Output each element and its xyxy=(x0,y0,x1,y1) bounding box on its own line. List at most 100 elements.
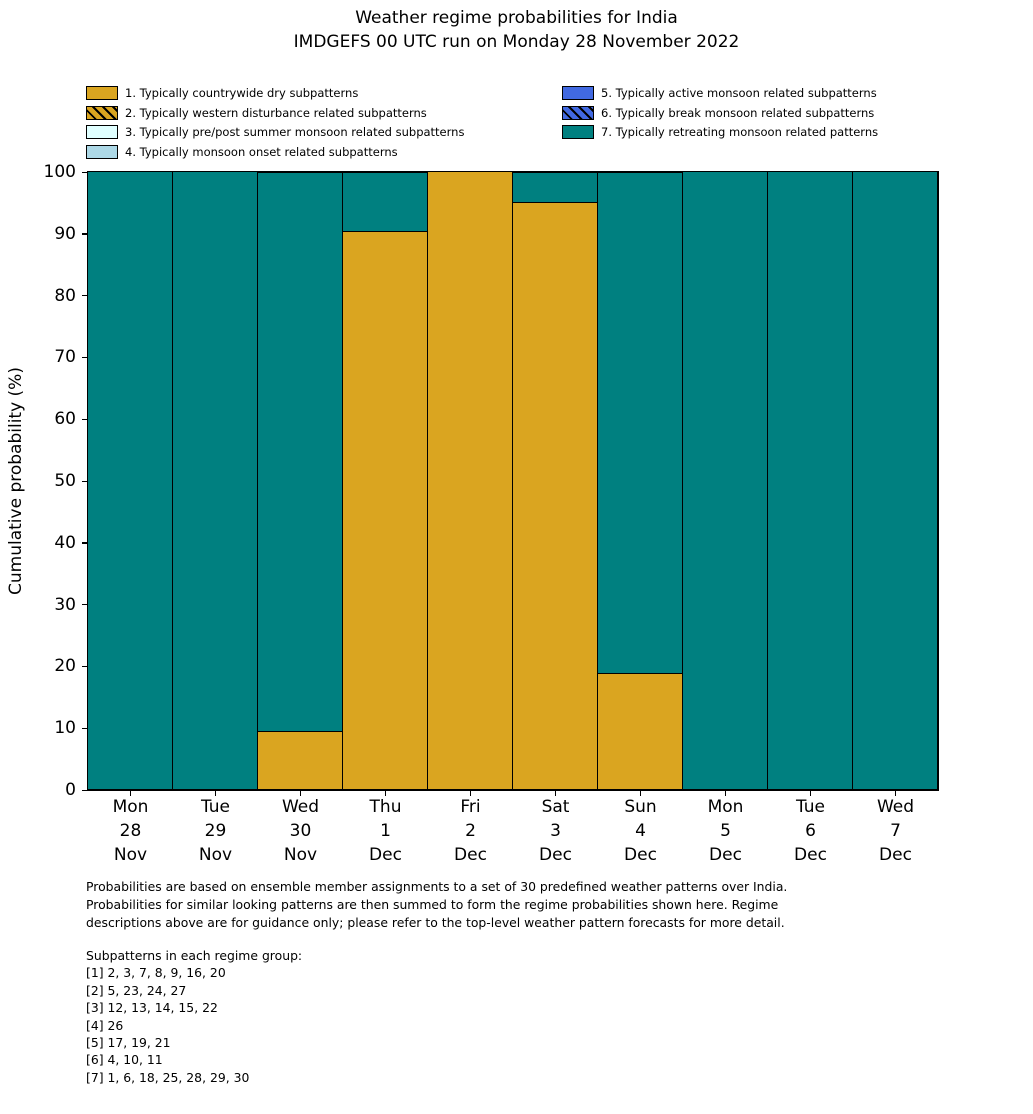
x-tick-day: Tue xyxy=(200,797,231,817)
legend-item-regime-2: 2. Typically western disturbance related… xyxy=(86,105,464,120)
legend-swatch-regime-6 xyxy=(562,105,594,120)
x-tick-mark-mon-28 xyxy=(129,791,132,796)
bar-segment-sun-4-dec-regime-1 xyxy=(597,671,683,790)
bar-segment-wed-7-dec-regime-7 xyxy=(852,171,938,790)
y-tick-mark-100 xyxy=(82,171,87,173)
bar-segment-sat-3-dec-regime-1 xyxy=(512,200,598,790)
x-tick-month: Dec xyxy=(709,845,742,865)
bar-segment-thu-1-dec-regime-1 xyxy=(342,229,428,790)
x-tick-mark-wed-30 xyxy=(299,791,302,796)
x-tick-month: Dec xyxy=(539,845,572,865)
y-tick-mark-40 xyxy=(82,542,87,544)
x-tick-label-wed-30-nov: Wed 30 Nov xyxy=(258,795,344,867)
legend-label-regime-3: 3. Typically pre/post summer monsoon rel… xyxy=(125,125,465,140)
x-tick-day: Tue xyxy=(795,797,826,817)
y-tick-label-80: 80 xyxy=(54,285,76,306)
footer-line-2: Probabilities for similar looking patter… xyxy=(86,897,779,913)
footer-line-3: descriptions above are for guidance only… xyxy=(86,915,785,931)
subpatterns-block: Subpatterns in each regime group: [1] 2,… xyxy=(86,947,302,1086)
legend-item-regime-7: 7. Typically retreating monsoon related … xyxy=(562,125,879,140)
y-tick-mark-70 xyxy=(82,356,87,359)
legend-swatch-regime-7 xyxy=(562,125,594,140)
x-tick-month: Dec xyxy=(624,845,657,865)
legend-item-regime-4: 4. Typically monsoon onset related subpa… xyxy=(86,144,464,159)
chart-title: Weather regime probabilities for India I… xyxy=(0,6,1033,54)
bar-segment-tue-29-nov-regime-7 xyxy=(172,171,258,790)
x-tick-day: Fri xyxy=(460,797,481,817)
x-tick-label-mon-5-dec: Mon 5 Dec xyxy=(683,795,769,867)
x-tick-mark-tue-6 xyxy=(809,791,812,796)
title-line2: IMDGEFS 00 UTC run on Monday 28 November… xyxy=(293,32,740,52)
x-tick-month: Nov xyxy=(113,845,148,865)
x-tick-day: Mon xyxy=(707,797,744,817)
subpatterns-line-7: [7] 1, 6, 18, 25, 28, 29, 30 xyxy=(86,1069,250,1085)
bar-segment-thu-1-dec-regime-7 xyxy=(342,172,428,232)
x-tick-mark-sat-3 xyxy=(554,791,557,796)
legend-swatch-regime-2 xyxy=(86,105,118,120)
y-tick-label-30: 30 xyxy=(54,594,76,615)
bar-segment-wed-30-nov-regime-7 xyxy=(257,172,343,733)
y-tick-label-90: 90 xyxy=(54,223,76,244)
legend-item-regime-6: 6. Typically break monsoon related subpa… xyxy=(562,105,878,120)
y-tick-label-40: 40 xyxy=(54,532,76,553)
x-tick-day: Wed xyxy=(281,797,320,817)
y-tick-label-50: 50 xyxy=(54,471,76,491)
y-tick-mark-80 xyxy=(82,295,87,297)
x-tick-date: 29 xyxy=(204,821,227,841)
x-tick-date: 6 xyxy=(805,821,816,841)
x-tick-day: Wed xyxy=(876,797,915,817)
y-tick-label-70: 70 xyxy=(54,347,76,368)
legend-item-regime-1: 1. Typically countrywide dry subpatterns xyxy=(86,86,464,100)
bar-segment-wed-30-nov-regime-1 xyxy=(257,730,343,790)
y-tick-mark-10 xyxy=(82,727,87,729)
x-tick-month: Dec xyxy=(794,845,827,865)
y-tick-mark-60 xyxy=(82,418,87,420)
x-tick-day: Mon xyxy=(112,797,149,817)
x-tick-month: Dec xyxy=(879,845,912,865)
subpatterns-line-2: [2] 5, 23, 24, 27 xyxy=(86,982,187,998)
subpatterns-line-4: [4] 26 xyxy=(86,1017,124,1033)
x-tick-label-mon-28-nov: Mon 28 Nov xyxy=(88,795,174,867)
x-tick-date: 3 xyxy=(550,821,561,841)
legend-label-regime-5: 5. Typically active monsoon related subp… xyxy=(601,86,877,100)
x-tick-day: Sun xyxy=(624,797,657,817)
bar-segment-tue-6-dec-regime-7 xyxy=(767,171,853,790)
legend-item-regime-5: 5. Typically active monsoon related subp… xyxy=(562,86,878,100)
x-tick-date: 7 xyxy=(890,821,901,841)
subpatterns-line-3: [3] 12, 13, 14, 15, 22 xyxy=(86,1000,218,1016)
x-tick-mark-fri-2 xyxy=(469,791,472,796)
x-tick-date: 4 xyxy=(635,821,646,841)
subpatterns-line-6: [6] 4, 10, 11 xyxy=(86,1052,163,1068)
bar-segment-sat-3-dec-regime-7 xyxy=(512,172,598,203)
legend-left-column: 1. Typically countrywide dry subpatterns… xyxy=(86,86,464,164)
x-tick-mark-thu-1 xyxy=(384,791,387,796)
x-tick-mark-sun-4 xyxy=(639,791,642,796)
subpatterns-header: Subpatterns in each regime group: xyxy=(86,948,303,963)
x-tick-mark-mon-5 xyxy=(724,791,727,796)
x-tick-mark-wed-7 xyxy=(894,791,897,796)
y-tick-mark-20 xyxy=(82,665,87,668)
x-tick-date: 30 xyxy=(289,821,312,841)
x-tick-date: 2 xyxy=(465,821,476,841)
x-tick-label-thu-1-dec: Thu 1 Dec xyxy=(343,795,429,867)
x-tick-date: 1 xyxy=(380,821,391,841)
bar-segment-mon-28-nov-regime-7 xyxy=(87,171,173,790)
footer-note: Probabilities are based on ensemble memb… xyxy=(86,878,787,933)
legend-swatch-regime-1 xyxy=(86,86,118,100)
bar-segment-sun-4-dec-regime-7 xyxy=(597,172,683,674)
subpatterns-line-5: [5] 17, 19, 21 xyxy=(86,1035,171,1051)
legend-label-regime-1: 1. Typically countrywide dry subpatterns xyxy=(125,86,359,100)
x-tick-label-sat-3-dec: Sat 3 Dec xyxy=(513,795,599,867)
y-tick-mark-0 xyxy=(82,789,87,791)
y-tick-label-60: 60 xyxy=(54,409,76,430)
x-tick-label-fri-2-dec: Fri 2 Dec xyxy=(428,795,514,867)
legend-label-regime-7: 7. Typically retreating monsoon related … xyxy=(601,125,879,140)
y-tick-mark-50 xyxy=(82,480,87,482)
legend-item-regime-3: 3. Typically pre/post summer monsoon rel… xyxy=(86,125,465,140)
legend-swatch-regime-5 xyxy=(562,86,594,100)
subpatterns-line-1: [1] 2, 3, 7, 8, 9, 16, 20 xyxy=(86,965,226,981)
y-tick-label-100: 100 xyxy=(43,162,76,182)
x-tick-date: 28 xyxy=(119,821,142,841)
x-tick-label-tue-29-nov: Tue 29 Nov xyxy=(173,795,259,867)
